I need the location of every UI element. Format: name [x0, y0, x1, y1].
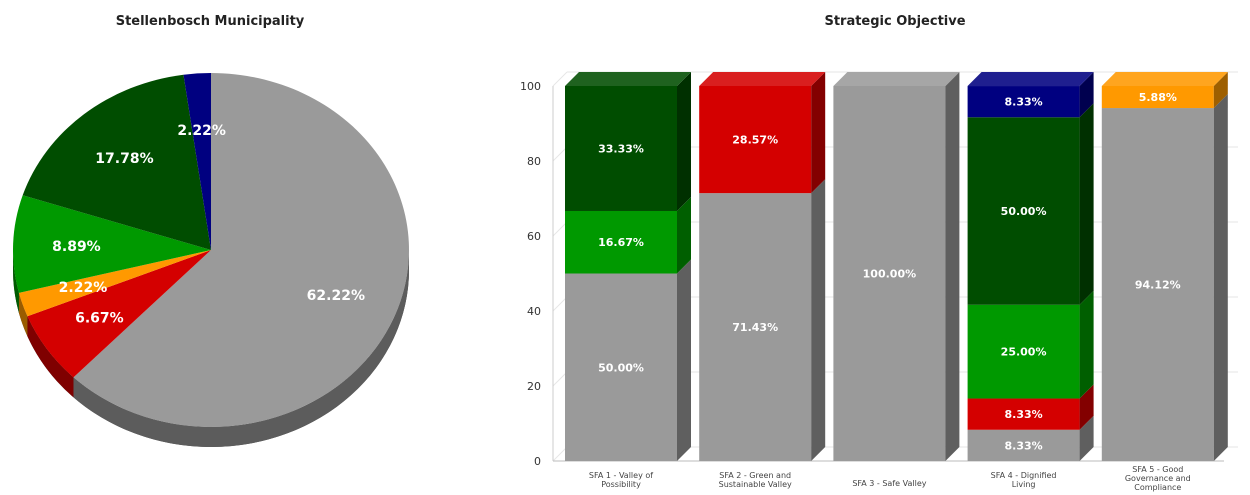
pie-slice[interactable] [22, 74, 211, 250]
pie-slice-label: 8.89% [52, 239, 101, 255]
bar-segment-side [677, 196, 691, 274]
bar-chart: 0 20 40 60 80 100 50.00% 16.67% 33.33% SFA 1 - Va… [520, 71, 1238, 492]
bar-data-label: 28.57% [732, 134, 778, 147]
bar-segment-side [1213, 94, 1228, 462]
bar-segment-side [677, 259, 691, 461]
pie-slice-edge [27, 316, 74, 398]
x-tick-label: SFA 1 - Valley of Possibility [589, 471, 653, 489]
gridline-diagonal [552, 221, 568, 237]
bar-data-label: 8.33% [1005, 439, 1043, 452]
bar-segment[interactable] [699, 193, 812, 461]
pie-chart: 62.22% 6.67% 2.22% 8.89% 17.78% 2.22% [13, 73, 410, 448]
bar-data-label: 8.33% [1005, 96, 1043, 109]
pie-slice-label: 2.22% [59, 280, 108, 296]
bar-segment-top [967, 72, 1094, 87]
bar-chart-title: Strategic Objective [824, 14, 966, 29]
pie-slice[interactable] [73, 73, 410, 428]
bar-segment-top [565, 72, 691, 86]
y-tick-label: 40 [527, 305, 541, 318]
bar-stack: 100.00% [833, 72, 960, 461]
bar-segment[interactable] [967, 429, 1080, 461]
bar-segment[interactable] [565, 210, 677, 274]
x-tick-label: SFA 5 - Good Governance and Compliance [1125, 465, 1191, 492]
y-tick-label: 0 [534, 455, 541, 468]
bar-segment[interactable] [967, 86, 1080, 118]
bar-segment-side [811, 72, 826, 194]
x-tick-label: SFA 2 - Green and Sustainable Valley [719, 471, 792, 489]
pie-slice-label: 17.78% [95, 151, 153, 167]
bar-segment[interactable] [833, 86, 946, 461]
bar-segment[interactable] [967, 117, 1080, 305]
pie-slice-edge [73, 250, 409, 448]
bar-data-label: 8.33% [1005, 408, 1043, 421]
bar-segment[interactable] [565, 273, 677, 462]
bar-segment[interactable] [1101, 108, 1214, 462]
pie-slice-label: 6.67% [75, 310, 124, 326]
bar-data-label: 50.00% [1001, 205, 1047, 218]
bar-segment[interactable] [699, 86, 812, 194]
bar-stack: 8.33% 8.33% 25.00% 50.00% 8.33% [967, 72, 1094, 461]
bar-stack: 94.12% 5.88% [1101, 72, 1228, 462]
pie-chart-title: Stellenbosch Municipality [115, 14, 305, 29]
bar-stack: 50.00% 16.67% 33.33% [565, 72, 691, 461]
y-tick-label: 100 [520, 80, 541, 93]
x-tick-label: SFA 4 - Dignified Living [991, 471, 1057, 489]
y-tick-label: 20 [527, 380, 541, 393]
bar-segment-side [1079, 415, 1094, 461]
pie-slice-label: 2.22% [177, 123, 226, 139]
gridline-diagonal [552, 71, 568, 87]
bar-segment-side [945, 72, 960, 461]
gridline-diagonal [552, 296, 568, 312]
bar-data-label: 71.43% [732, 321, 778, 334]
bar-segment-side [1079, 103, 1094, 305]
bar-data-label: 16.67% [598, 236, 644, 249]
y-tick-label: 80 [527, 155, 541, 168]
pie-slice[interactable] [183, 73, 211, 250]
bar-segment-side [1079, 384, 1094, 430]
bar-data-label: 94.12% [1135, 279, 1181, 292]
bar-data-label: 50.00% [598, 361, 644, 374]
pie-depth [13, 250, 409, 448]
pie-slice-edge [13, 250, 19, 313]
bar-segment-side [811, 179, 826, 461]
bar-data-label: 33.33% [598, 142, 644, 155]
bar-data-label: 100.00% [863, 268, 916, 281]
bar-segment-top [1101, 72, 1228, 86]
bar-segment-top [699, 72, 826, 86]
bar-data-label: 5.88% [1139, 91, 1177, 104]
gridline-diagonal [552, 446, 568, 462]
bar-data-label: 25.00% [1001, 346, 1047, 359]
bar-segment-side [1079, 290, 1094, 399]
bar-segment-side [1079, 72, 1094, 118]
bar-segment[interactable] [967, 398, 1080, 430]
gridline-diagonal [552, 146, 568, 162]
bar-segment-side [677, 72, 691, 211]
x-tick-label: SFA 3 - Safe Valley [852, 479, 926, 488]
gridline-diagonal [552, 371, 568, 387]
bar-segment[interactable] [967, 304, 1080, 399]
bar-segment[interactable] [1101, 86, 1214, 109]
y-tick-label: 60 [527, 230, 541, 243]
bar-segment-side [1213, 72, 1228, 109]
bar-segment[interactable] [565, 86, 677, 211]
bar-segment-top [833, 72, 960, 86]
pie-slice[interactable] [18, 250, 211, 317]
pie-slice[interactable] [13, 195, 212, 293]
pie-slice-edge [18, 292, 28, 337]
pie-slice[interactable] [27, 250, 212, 378]
pie-slice-label: 62.22% [307, 288, 365, 304]
bar-stack: 71.43% 28.57% [699, 72, 826, 461]
